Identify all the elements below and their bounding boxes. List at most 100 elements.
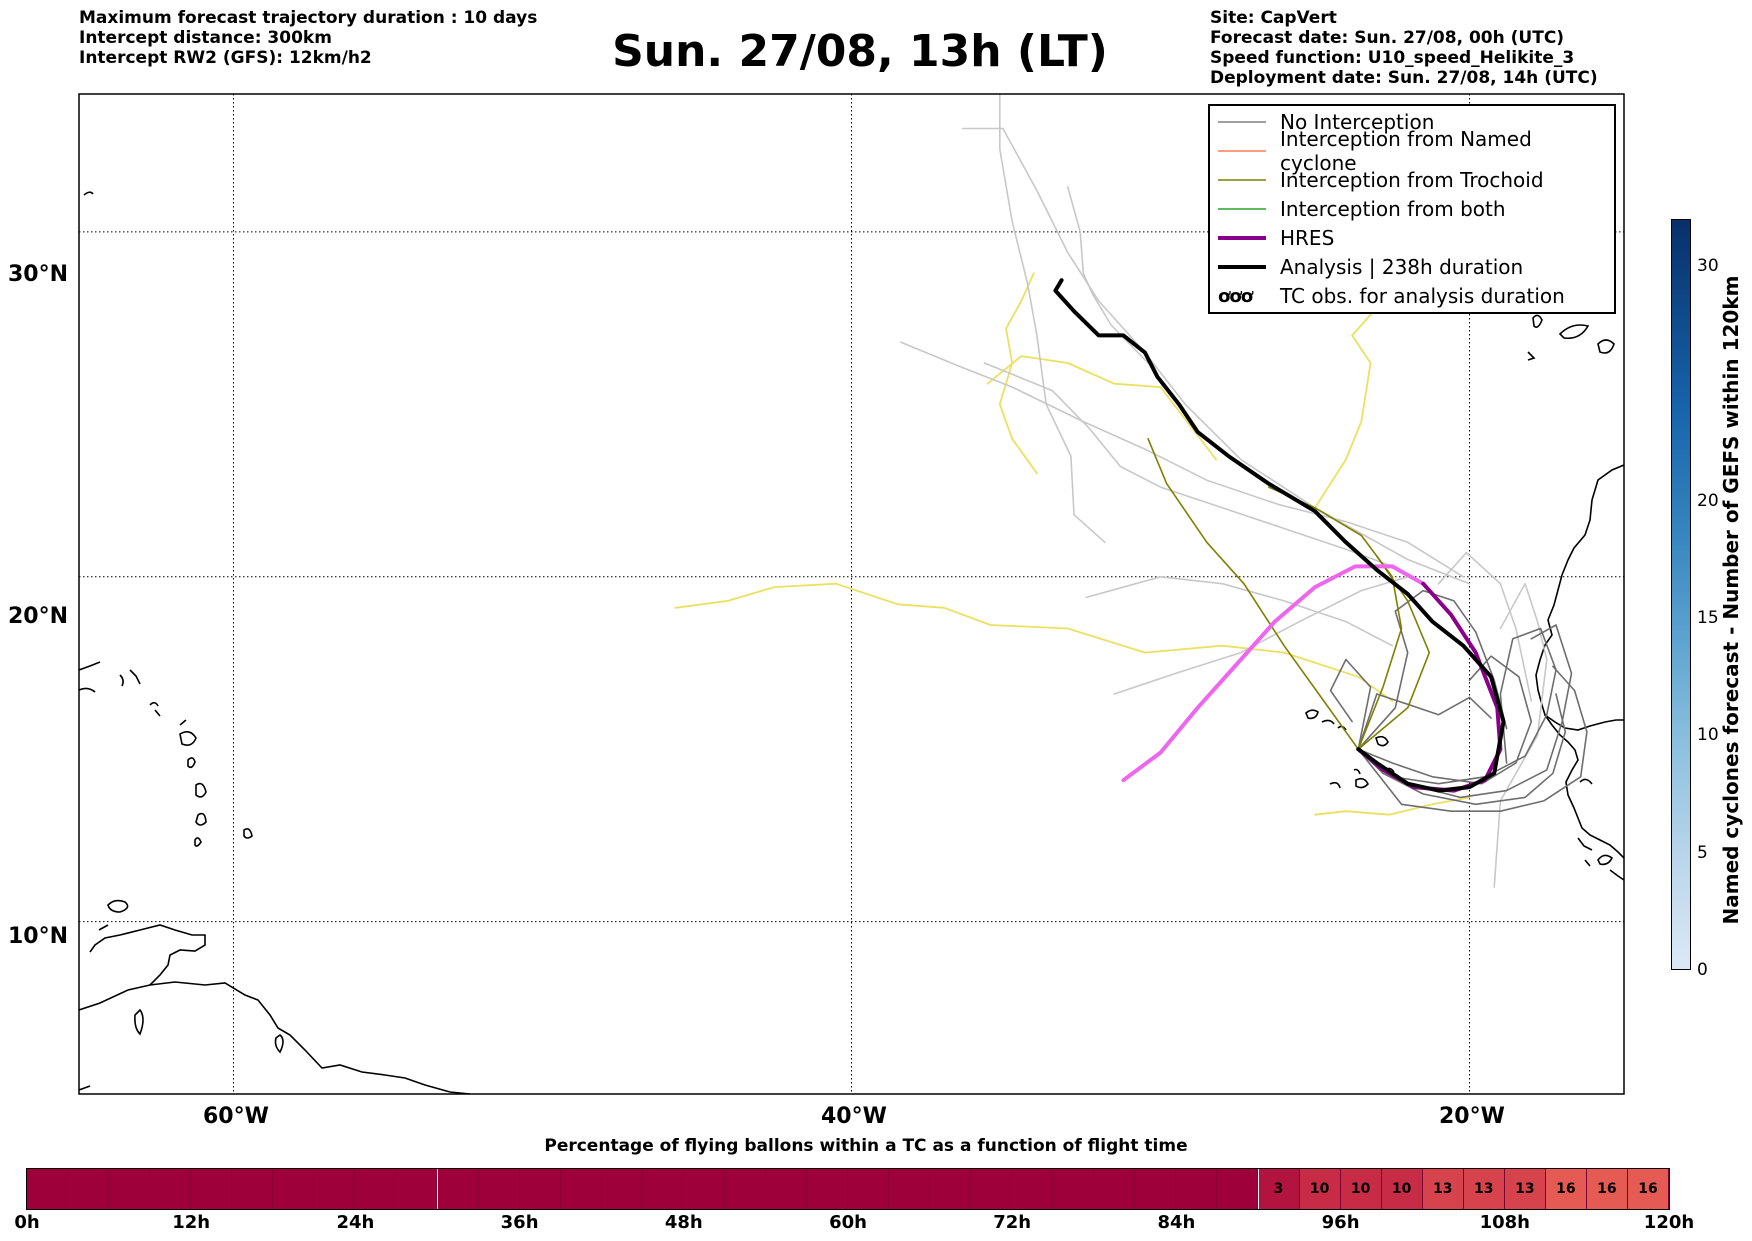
no-interception-trajectory xyxy=(1357,693,1492,751)
map-frame xyxy=(78,93,1625,1095)
gefs-tick: 0 xyxy=(1697,960,1708,980)
graticule xyxy=(79,94,1624,1094)
legend-item-analysis: Analysis | 238h duration xyxy=(1218,255,1524,279)
no-interception-trajectory xyxy=(998,94,1106,544)
colorbar-cell xyxy=(1176,1169,1218,1209)
intercept-rw2-text: Intercept RW2 (GFS): 12km/h2 xyxy=(79,48,372,68)
flight-time-tick: 72h xyxy=(993,1212,1032,1233)
colorbar-cell xyxy=(150,1169,192,1209)
colorbar-cell xyxy=(971,1169,1013,1209)
colorbar-cell xyxy=(519,1169,561,1209)
deployment-date-text: Deployment date: Sun. 27/08, 14h (UTC) xyxy=(1210,68,1598,88)
main-title: Sun. 27/08, 13h (LT) xyxy=(612,26,1108,77)
legend-item-named-cyclone: Interception from Named cyclone xyxy=(1218,127,1532,175)
flight-time-tick: 0h xyxy=(14,1212,40,1233)
colorbar-cell xyxy=(889,1169,931,1209)
colorbar-cell xyxy=(642,1169,684,1209)
colorbar-cell xyxy=(848,1169,890,1209)
colorbar-cell xyxy=(1094,1169,1136,1209)
colorbar-cell-value: 13 xyxy=(1463,1169,1505,1209)
no-interception-trajectory xyxy=(1329,658,1372,751)
gefs-tick: 15 xyxy=(1697,607,1719,628)
colorbar-cell-value: 13 xyxy=(1422,1169,1464,1209)
lon-label-60w: 60°W xyxy=(203,1104,269,1129)
colorbar-cell xyxy=(724,1169,766,1209)
no-interception-trajectory xyxy=(1357,665,1588,813)
map-legend: No Interception Interception from Named … xyxy=(1208,104,1616,314)
trochoid-trajectory xyxy=(1267,486,1403,751)
colorbar-cell-value: 10 xyxy=(1340,1169,1382,1209)
colorbar-cell xyxy=(683,1169,725,1209)
header-left: Maximum forecast trajectory duration : 1… xyxy=(79,8,537,68)
colorbar-cell-value: 16 xyxy=(1545,1169,1587,1209)
colorbar-cell xyxy=(930,1169,972,1209)
analysis-trajectory-line xyxy=(1053,278,1506,793)
colorbar-cell xyxy=(601,1169,643,1209)
yellow-trajectory xyxy=(1314,796,1471,816)
flight-time-tick: 36h xyxy=(500,1212,539,1233)
max-duration-text: Maximum forecast trajectory duration : 1… xyxy=(79,8,538,28)
trochoid-trajectory xyxy=(1147,437,1360,751)
tc-symbols-icon: ơơơ xyxy=(1218,285,1253,307)
gefs-colorbar xyxy=(1671,219,1691,970)
colorbar-cell-value: 16 xyxy=(1627,1169,1669,1209)
no-interception-trajectory xyxy=(1357,655,1533,785)
yellow-trajectory xyxy=(674,582,1394,702)
colorbar-cell xyxy=(314,1169,356,1209)
lon-label-20w: 20°W xyxy=(1439,1104,1505,1129)
flight-time-tick: 120h xyxy=(1643,1212,1695,1233)
flight-time-tick: 60h xyxy=(829,1212,867,1233)
yellow-trajectory xyxy=(1314,299,1384,509)
intercept-distance-text: Intercept distance: 300km xyxy=(79,28,332,48)
colorbar-cell xyxy=(396,1169,438,1209)
no-interception-trajectory xyxy=(1357,589,1508,751)
no-interception-trajectory xyxy=(1357,627,1557,785)
lat-label-10n: 10°N xyxy=(8,924,69,949)
flight-time-tick: 96h xyxy=(1321,1212,1360,1233)
coastlines xyxy=(79,191,1624,1094)
colorbar-cell xyxy=(806,1169,848,1209)
legend-item-both: Interception from both xyxy=(1218,197,1506,221)
colorbar-cell-value: 10 xyxy=(1299,1169,1341,1209)
flight-time-title: Percentage of flying ballons within a TC… xyxy=(544,1136,1188,1156)
trochoid-trajectories xyxy=(1147,437,1431,751)
flight-time-tick: 48h xyxy=(664,1212,703,1233)
site-text: Site: CapVert xyxy=(1210,8,1337,28)
no-interception-trajectory xyxy=(1113,575,1409,695)
legend-item-tc-obs: ơơơ TC obs. for analysis duration xyxy=(1218,284,1565,308)
no-interception-trajectory xyxy=(1085,575,1394,647)
lat-label-30n: 30°N xyxy=(8,262,69,287)
forecast-date-text: Forecast date: Sun. 27/08, 00h (UTC) xyxy=(1210,28,1565,48)
lat-label-20n: 20°N xyxy=(8,604,69,629)
colorbar-cell xyxy=(232,1169,274,1209)
colorbar-cell xyxy=(273,1169,315,1209)
colorbar-cell-value: 10 xyxy=(1381,1169,1423,1209)
lon-label-40w: 40°W xyxy=(821,1104,887,1129)
gefs-tick: 20 xyxy=(1697,490,1719,511)
colorbar-cell xyxy=(765,1169,807,1209)
colorbar-cell xyxy=(109,1169,151,1209)
yellow-trajectories xyxy=(674,272,1471,816)
colorbar-cell xyxy=(478,1169,520,1209)
speed-function-text: Speed function: U10_speed_Helikite_3 xyxy=(1210,48,1575,68)
flight-time-colorbar: 3 10 10 10 13 13 13 16 16 16 xyxy=(26,1168,1670,1210)
legend-item-trochoid: Interception from Trochoid xyxy=(1218,168,1544,192)
colorbar-cell-value: 16 xyxy=(1586,1169,1628,1209)
no-interception-trajectory xyxy=(983,362,1394,568)
hres-trajectory xyxy=(1121,564,1503,793)
colorbar-cell xyxy=(355,1169,397,1209)
no-interception-trajectory xyxy=(1357,693,1567,806)
colorbar-cell xyxy=(1135,1169,1177,1209)
hres-trajectory-segment xyxy=(1121,564,1426,783)
no-interception-trajectory xyxy=(1067,186,1149,364)
colorbar-cell xyxy=(1053,1169,1095,1209)
flight-time-tick: 84h xyxy=(1157,1212,1196,1233)
hres-trajectory-segment xyxy=(1356,581,1503,793)
no-interception-trajectory xyxy=(1437,551,1533,702)
yellow-trajectory xyxy=(986,355,1217,461)
colorbar-cell xyxy=(1012,1169,1054,1209)
flight-time-tick: 12h xyxy=(172,1212,211,1233)
colorbar-cell xyxy=(191,1169,233,1209)
analysis-trajectory xyxy=(1053,278,1506,793)
